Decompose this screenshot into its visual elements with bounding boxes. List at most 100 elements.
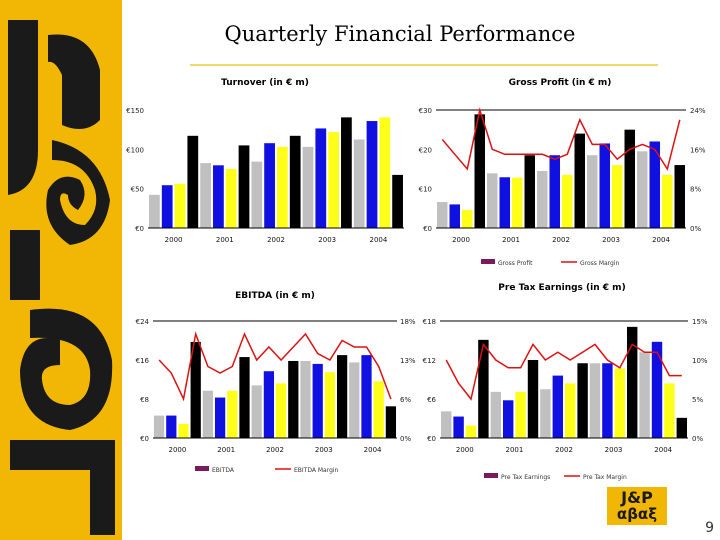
y2-tick-label: 15% [692, 318, 708, 326]
bar [227, 390, 238, 438]
bar [251, 161, 263, 228]
y2-tick-label: 0% [400, 435, 411, 443]
bar [465, 425, 477, 438]
bar [537, 170, 548, 228]
bar [637, 151, 648, 228]
x-tick-label: 2003 [602, 236, 620, 244]
bar [587, 155, 598, 228]
y2-tick-label: 5% [692, 396, 703, 404]
margin-line [441, 107, 681, 171]
x-tick-label: 2004 [364, 446, 382, 454]
bar [202, 390, 214, 438]
bar [676, 417, 688, 438]
x-tick-label: 2001 [505, 446, 523, 454]
bar [562, 174, 573, 228]
bar [174, 183, 186, 228]
bar [574, 133, 585, 228]
bar [462, 209, 473, 228]
bar [349, 362, 360, 438]
brand-letters-icon [8, 20, 115, 535]
legend-label: Gross Profit [498, 260, 533, 267]
bar [589, 363, 601, 438]
x-tick-label: 2000 [452, 236, 470, 244]
bar [527, 360, 539, 438]
page-title: Quarterly Financial Performance [224, 22, 576, 46]
legend-swatch-bars [195, 466, 209, 471]
y-tick-label: €20 [419, 146, 432, 154]
bar [315, 128, 327, 228]
bar [161, 185, 173, 228]
y2-tick-label: 0% [692, 435, 703, 443]
y-tick-label: €100 [126, 146, 144, 154]
bar [190, 341, 201, 438]
bar [524, 155, 535, 228]
x-tick-label: 2002 [552, 236, 570, 244]
legend-swatch-bars [481, 259, 495, 264]
x-tick-label: 2001 [216, 236, 234, 244]
logo-line2: αβαξ [616, 505, 658, 523]
bar [664, 383, 675, 438]
margin-line [158, 331, 392, 402]
bar [153, 415, 165, 438]
bar [549, 155, 560, 228]
chart-title: EBITDA (in € m) [235, 291, 315, 301]
y2-tick-label: 6% [400, 396, 411, 404]
y-tick-label: €0 [427, 435, 436, 443]
bar [251, 385, 262, 438]
bar [353, 139, 365, 228]
x-tick-label: 2004 [369, 236, 387, 244]
bar [437, 202, 448, 228]
bar [277, 146, 288, 228]
bar [639, 352, 650, 438]
y-tick-label: €6 [427, 396, 436, 404]
y2-tick-label: 0% [690, 225, 701, 233]
x-tick-label: 2000 [456, 446, 474, 454]
y-tick-label: €150 [126, 107, 144, 115]
bar [300, 360, 311, 438]
y-tick-label: €50 [131, 186, 144, 194]
x-tick-label: 2003 [315, 446, 333, 454]
bar [552, 375, 564, 438]
bar [487, 173, 498, 228]
y-tick-label: €30 [419, 107, 432, 115]
x-tick-label: 2004 [654, 446, 672, 454]
margin-line [445, 342, 682, 401]
page-number: 9 [705, 520, 714, 536]
y2-tick-label: 24% [690, 107, 706, 115]
x-tick-label: 2001 [502, 236, 520, 244]
bar [336, 355, 348, 438]
legend-label: Gross Margin [580, 260, 620, 267]
x-tick-label: 2002 [266, 446, 284, 454]
bar [366, 121, 378, 228]
logo-line1: J&P [621, 488, 653, 507]
bar [392, 174, 403, 228]
chart-title: Gross Profit (in € m) [509, 78, 612, 88]
company-logo: J&P αβαξ [607, 487, 667, 525]
bar [478, 339, 489, 438]
bar [341, 117, 352, 228]
bar [361, 355, 372, 438]
bar [624, 129, 635, 228]
x-tick-label: 2000 [165, 236, 183, 244]
bar [626, 326, 638, 438]
bar [288, 360, 299, 438]
bar [599, 143, 610, 228]
bar [512, 177, 523, 228]
bar [289, 135, 301, 228]
bar [275, 383, 287, 438]
legend-label: EBITDA Margin [294, 467, 339, 474]
bar [200, 163, 211, 228]
bar [302, 146, 314, 228]
bar [312, 363, 323, 438]
bar [328, 132, 339, 228]
y-tick-label: €8 [140, 396, 149, 404]
title-divider [190, 64, 658, 66]
legend-label: Pre Tax Earnings [501, 474, 550, 481]
x-tick-label: 2000 [168, 446, 186, 454]
y2-tick-label: 16% [690, 146, 706, 154]
bar [674, 165, 685, 228]
chart-title: Pre Tax Earnings (in € m) [498, 283, 625, 293]
bar [263, 371, 275, 438]
bar [612, 165, 623, 228]
